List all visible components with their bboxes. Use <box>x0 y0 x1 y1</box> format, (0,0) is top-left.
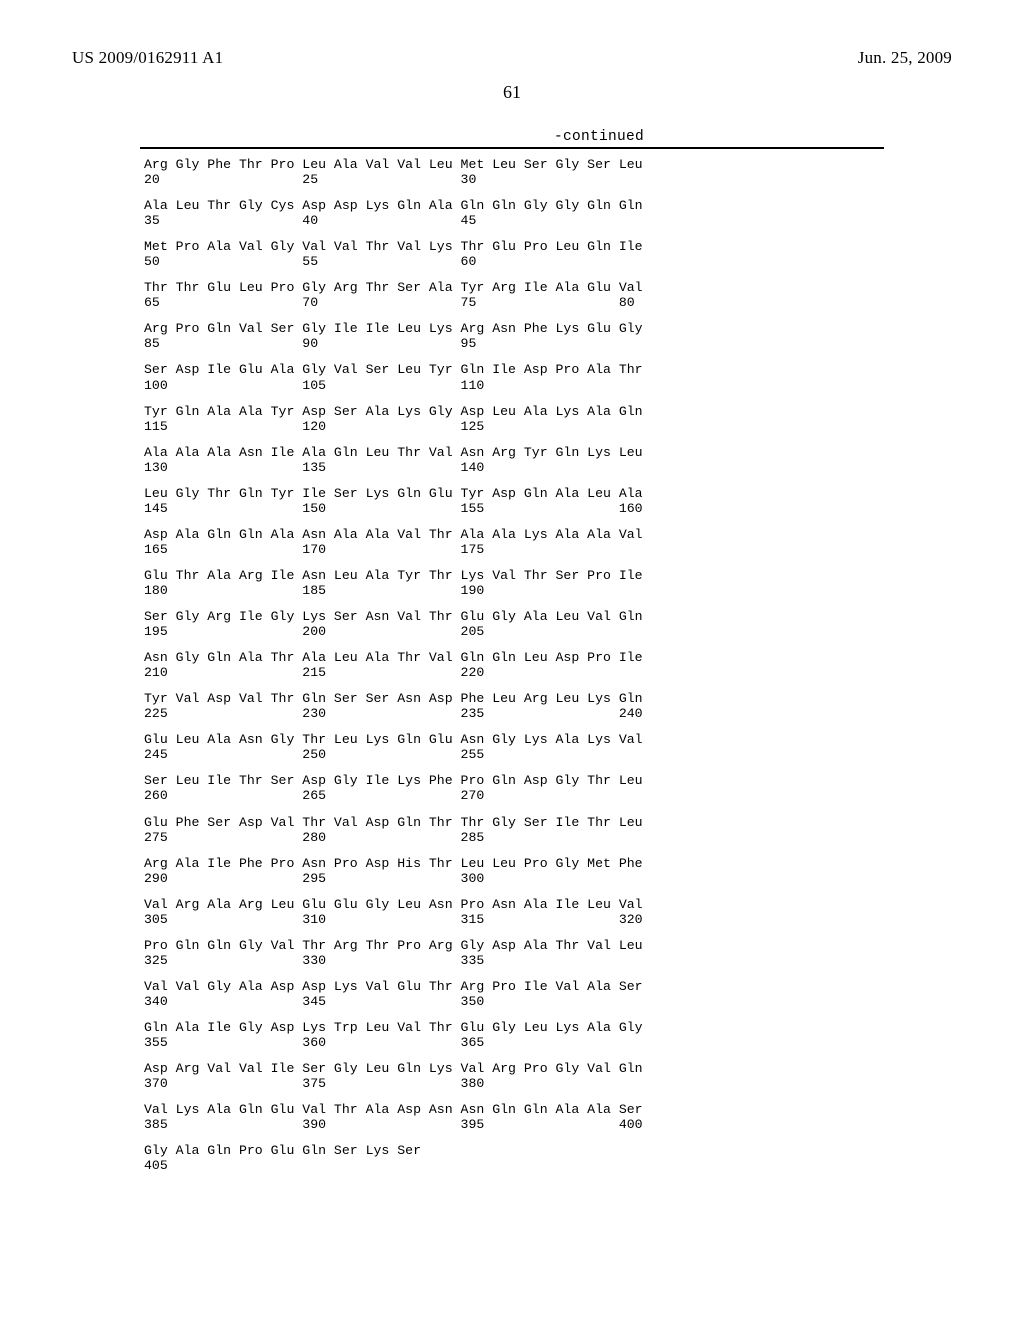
sequence-block: Glu Phe Ser Asp Val Thr Val Asp Gln Thr … <box>144 815 884 845</box>
sequence-block: Ser Asp Ile Glu Ala Gly Val Ser Leu Tyr … <box>144 362 884 392</box>
sequence-block: Val Val Gly Ala Asp Asp Lys Val Glu Thr … <box>144 979 884 1009</box>
sequence-block: Gln Ala Ile Gly Asp Lys Trp Leu Val Thr … <box>144 1020 884 1050</box>
sequence-block: Ser Leu Ile Thr Ser Asp Gly Ile Lys Phe … <box>144 773 884 803</box>
sequence-block: Glu Leu Ala Asn Gly Thr Leu Lys Gln Glu … <box>144 732 884 762</box>
sequence-block: Thr Thr Glu Leu Pro Gly Arg Thr Ser Ala … <box>144 280 884 310</box>
sequence-block: Asp Arg Val Val Ile Ser Gly Leu Gln Lys … <box>144 1061 884 1091</box>
sequence-block: Gly Ala Gln Pro Glu Gln Ser Lys Ser 405 <box>144 1143 884 1173</box>
sequence-block: Tyr Val Asp Val Thr Gln Ser Ser Asn Asp … <box>144 691 884 721</box>
sequence-block: Glu Thr Ala Arg Ile Asn Leu Ala Tyr Thr … <box>144 568 884 598</box>
sequence-block: Tyr Gln Ala Ala Tyr Asp Ser Ala Lys Gly … <box>144 404 884 434</box>
sequence-block: Pro Gln Gln Gly Val Thr Arg Thr Pro Arg … <box>144 938 884 968</box>
sequence-block: Asn Gly Gln Ala Thr Ala Leu Ala Thr Val … <box>144 650 884 680</box>
sequence-block: Ser Gly Arg Ile Gly Lys Ser Asn Val Thr … <box>144 609 884 639</box>
publication-date: Jun. 25, 2009 <box>858 48 952 68</box>
sequence-block: Val Lys Ala Gln Glu Val Thr Ala Asp Asn … <box>144 1102 884 1132</box>
sequence-block: Met Pro Ala Val Gly Val Val Thr Val Lys … <box>144 239 884 269</box>
continued-wrap: -continued Arg Gly Phe Thr Pro Leu Ala V… <box>140 129 884 1173</box>
sequence-listing: Arg Gly Phe Thr Pro Leu Ala Val Val Leu … <box>144 157 884 1173</box>
sequence-block: Leu Gly Thr Gln Tyr Ile Ser Lys Gln Glu … <box>144 486 884 516</box>
page: US 2009/0162911 A1 Jun. 25, 2009 61 -con… <box>0 0 1024 1320</box>
page-number: 61 <box>72 82 952 103</box>
sequence-block: Asp Ala Gln Gln Ala Asn Ala Ala Val Thr … <box>144 527 884 557</box>
header-row: US 2009/0162911 A1 Jun. 25, 2009 <box>72 48 952 68</box>
sequence-block: Ala Leu Thr Gly Cys Asp Asp Lys Gln Ala … <box>144 198 884 228</box>
sequence-block: Arg Pro Gln Val Ser Gly Ile Ile Leu Lys … <box>144 321 884 351</box>
continued-label: -continued <box>140 129 884 145</box>
sequence-block: Ala Ala Ala Asn Ile Ala Gln Leu Thr Val … <box>144 445 884 475</box>
sequence-block: Arg Gly Phe Thr Pro Leu Ala Val Val Leu … <box>144 157 884 187</box>
publication-number: US 2009/0162911 A1 <box>72 48 223 68</box>
sequence-block: Val Arg Ala Arg Leu Glu Glu Gly Leu Asn … <box>144 897 884 927</box>
horizontal-rule <box>140 147 884 149</box>
sequence-block: Arg Ala Ile Phe Pro Asn Pro Asp His Thr … <box>144 856 884 886</box>
